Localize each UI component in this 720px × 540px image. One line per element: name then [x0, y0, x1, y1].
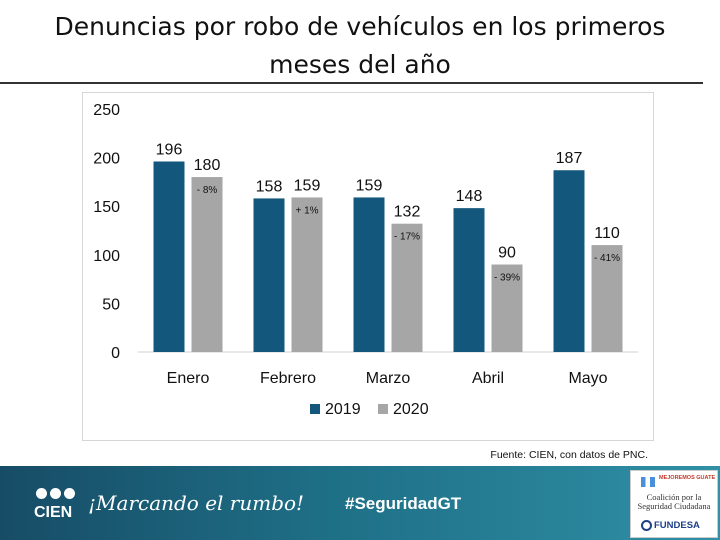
change-label: - 17%: [394, 232, 420, 243]
data-label-2019: 148: [456, 188, 483, 205]
x-tick-label: Marzo: [366, 370, 411, 387]
bar-2020: [491, 264, 523, 352]
legend-label: 2020: [393, 401, 429, 418]
y-tick-label: 150: [93, 199, 120, 216]
fundesa-icon: [641, 520, 652, 531]
data-label-2019: 196: [156, 141, 183, 158]
coalition-text: Coalición por la Seguridad Ciudadana: [637, 492, 711, 511]
y-tick-label: 250: [93, 102, 120, 119]
source-note: Fuente: CIEN, con datos de PNC.: [490, 449, 648, 461]
bar-chart: 0 50 100 150 200 250 196 180 - 8% Enero 158 159 + 1%…: [93, 102, 638, 418]
change-label: - 39%: [494, 273, 520, 284]
fundesa-logo: FUNDESA: [641, 520, 700, 531]
change-label: - 8%: [197, 185, 218, 196]
bar-2019: [453, 208, 485, 352]
data-label-2020: 180: [194, 157, 221, 174]
legend-swatch: [310, 404, 320, 414]
logo-text: CIEN: [34, 504, 73, 521]
data-label-2019: 187: [556, 150, 583, 167]
x-tick-label: Mayo: [568, 370, 607, 387]
bar-2020: [591, 245, 623, 352]
data-label-2020: 110: [594, 225, 620, 242]
data-label-2019: 158: [256, 178, 283, 195]
x-tick-label: Abril: [472, 370, 504, 387]
partner-tag: MEJOREMOS GUATE: [659, 475, 716, 481]
bar-2019: [153, 161, 185, 352]
x-tick-label: Enero: [167, 370, 210, 387]
slogan: ¡Marcando el rumbo!: [88, 491, 305, 515]
coalition-logo: MEJOREMOS GUATE Coalición por la Segurid…: [630, 470, 718, 538]
legend-swatch: [378, 404, 388, 414]
data-label-2020: 90: [498, 245, 516, 262]
bar-2019: [553, 170, 585, 352]
footer-banner: CIEN ¡Marcando el rumbo! #SeguridadGT ME…: [0, 466, 720, 540]
change-label: + 1%: [295, 205, 318, 216]
y-tick-label: 0: [111, 345, 120, 362]
data-label-2020: 159: [294, 177, 321, 194]
x-tick-label: Febrero: [260, 370, 316, 387]
logo-dots: [36, 488, 75, 499]
bar-2019: [353, 197, 385, 352]
bar-2020: [291, 197, 323, 352]
change-label: - 41%: [594, 253, 620, 264]
fundesa-text: FUNDESA: [654, 520, 700, 531]
legend-label: 2019: [325, 401, 361, 418]
cien-logo: CIEN: [34, 486, 76, 528]
chart-frame: 0 50 100 150 200 250 196 180 - 8% Enero 158 159 + 1%…: [82, 92, 654, 441]
y-tick-label: 50: [102, 296, 120, 313]
title-divider: [0, 82, 703, 84]
y-tick-label: 100: [93, 248, 120, 265]
slide-title: Denuncias por robo de vehículos en los p…: [54, 12, 666, 79]
y-tick-label: 200: [93, 151, 120, 168]
bar-2020: [191, 177, 223, 352]
bar-2020: [391, 223, 423, 352]
hashtag: #SeguridadGT: [345, 494, 462, 513]
bar-2019: [253, 198, 285, 352]
flag-icon: [641, 477, 655, 487]
data-label-2020: 132: [394, 204, 421, 221]
data-label-2019: 159: [356, 177, 383, 194]
